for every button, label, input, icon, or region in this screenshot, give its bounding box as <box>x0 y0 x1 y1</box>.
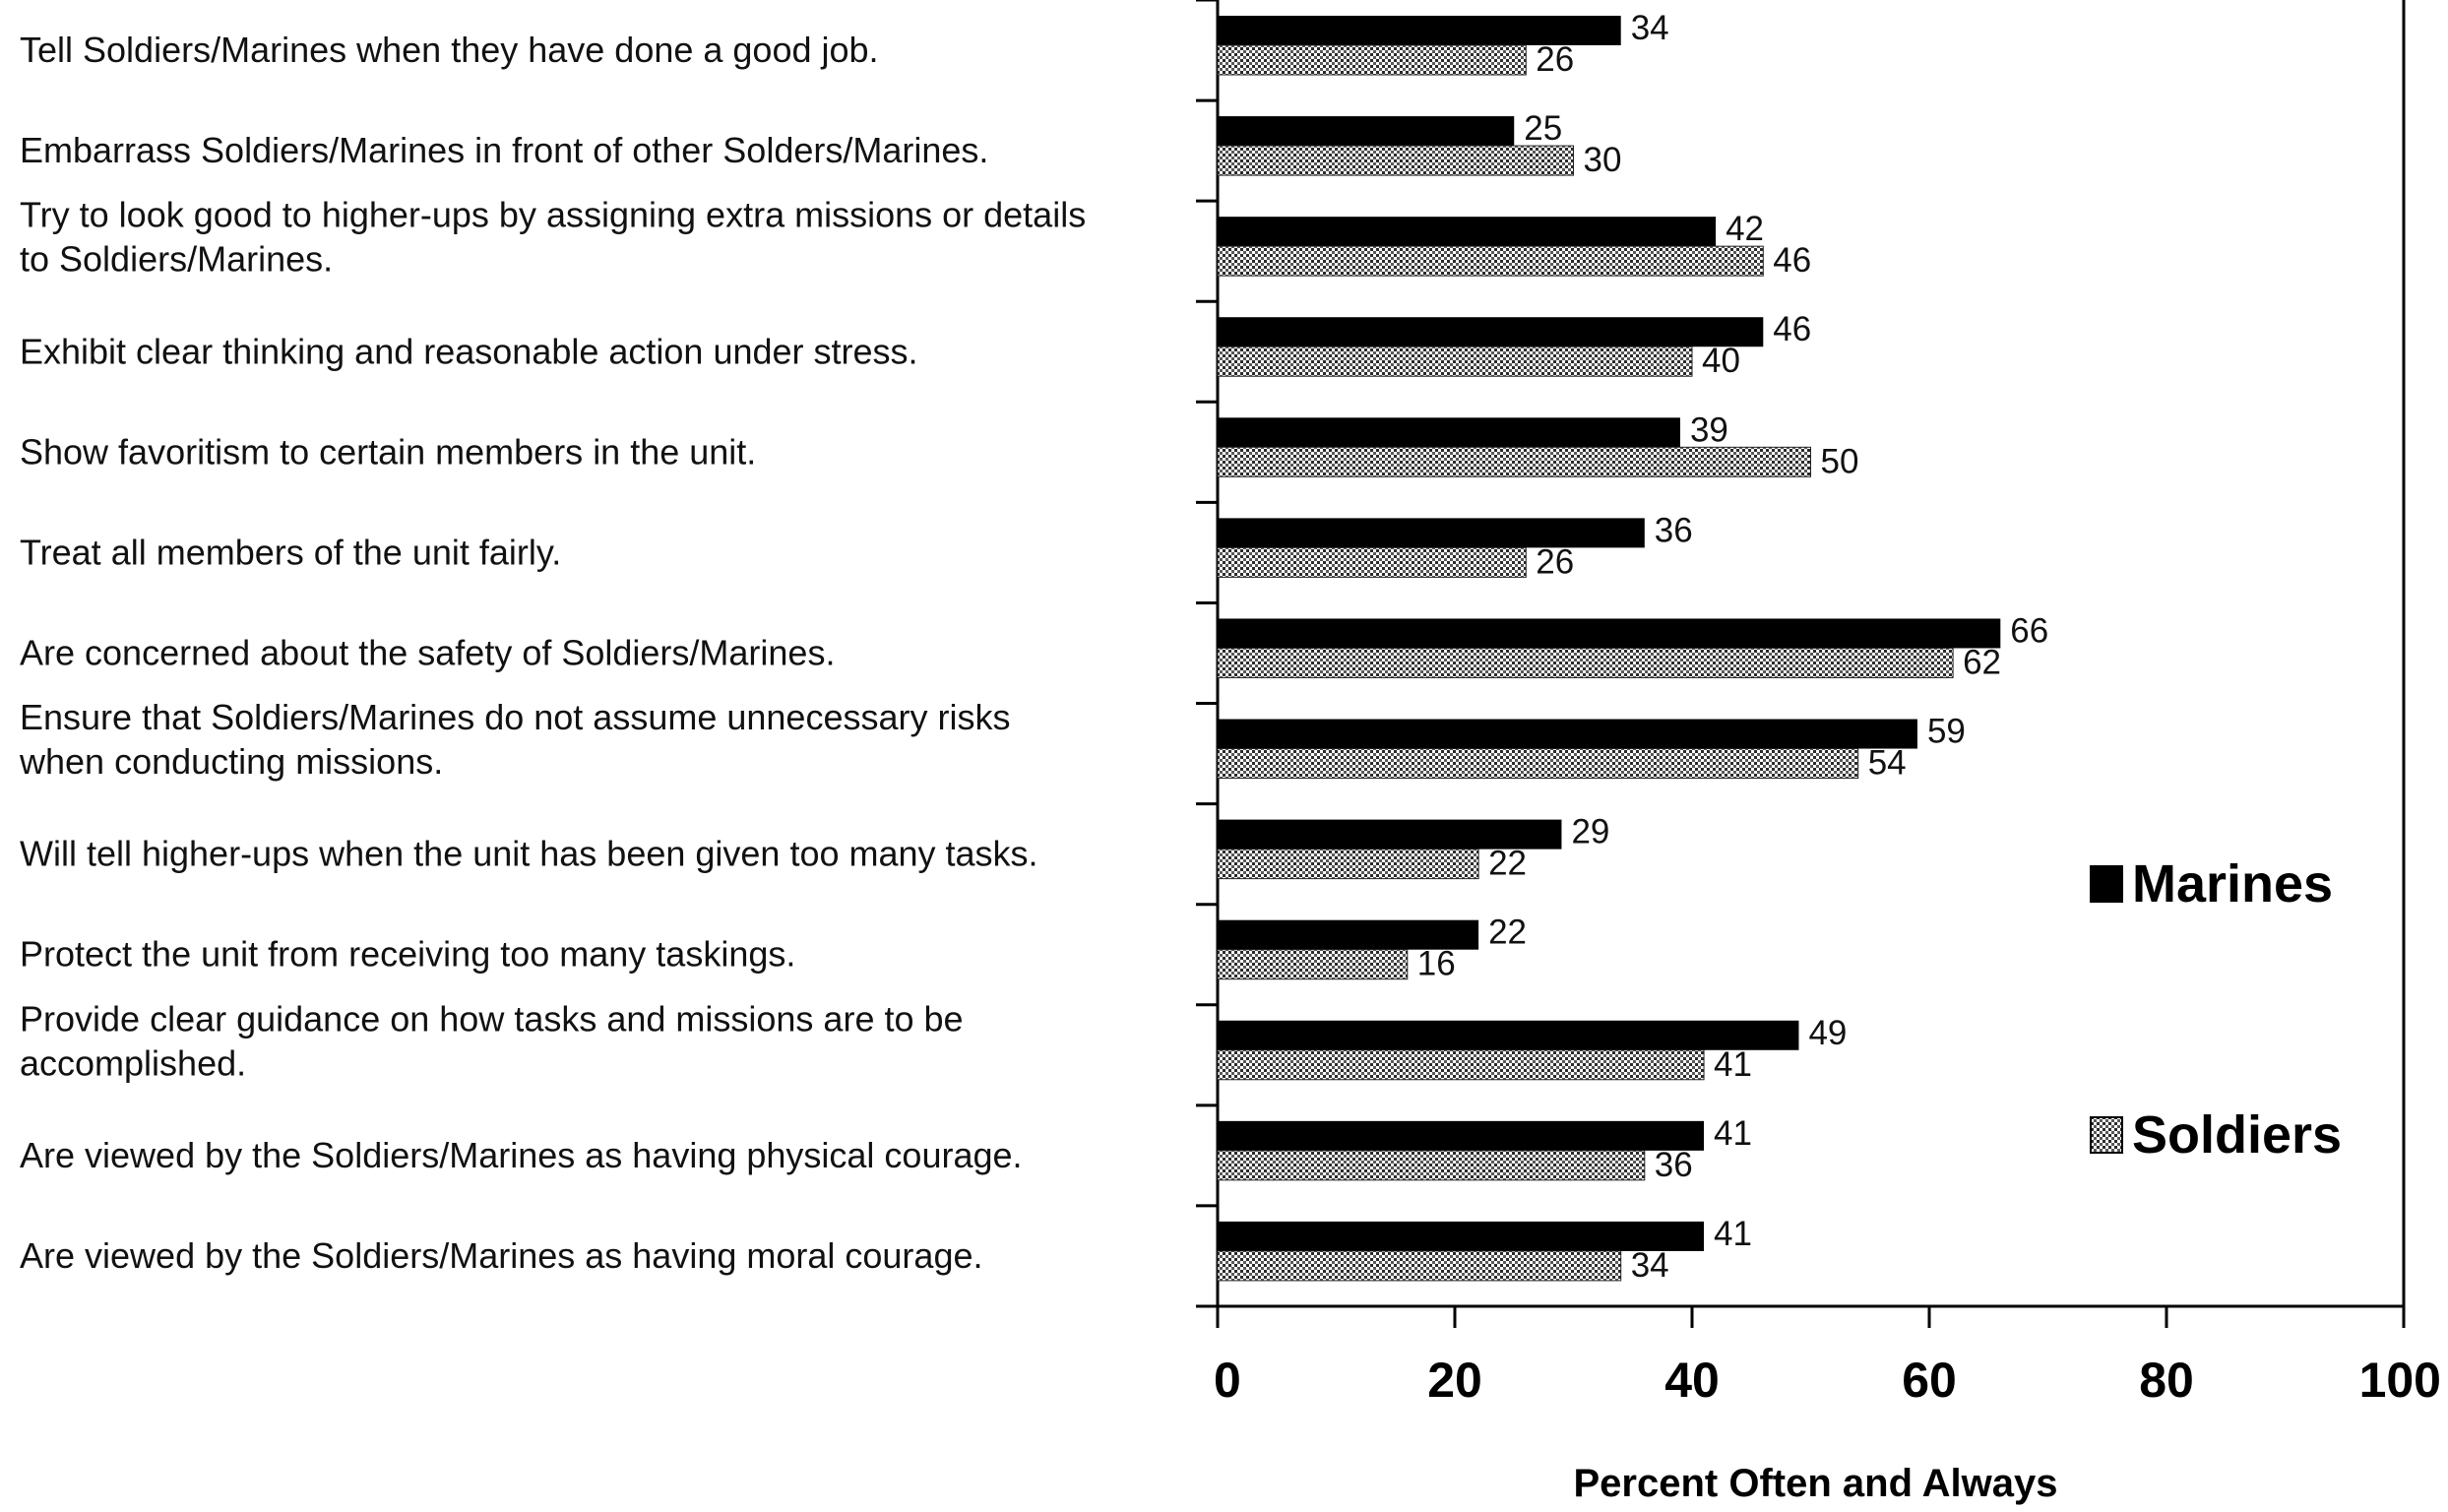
legend-swatch-soldiers <box>2090 1116 2123 1154</box>
value-label-marines: 25 <box>1524 109 1562 148</box>
x-tick-label: 0 <box>1214 1353 1241 1408</box>
category-label: Will tell higher-ups when the unit has b… <box>20 834 1038 874</box>
category-label: Exhibit clear thinking and reasonable ac… <box>20 331 918 371</box>
value-label-marines: 22 <box>1488 914 1527 952</box>
category-label: Provide clear guidance on how tasks and … <box>20 998 964 1039</box>
value-label-marines: 39 <box>1690 410 1728 449</box>
category-label: Protect the unit from receiving too many… <box>20 934 795 975</box>
category-label: Show favoritism to certain members in th… <box>20 431 756 472</box>
legend-label-marines: Marines <box>2132 854 2333 914</box>
value-label-soldiers: 26 <box>1536 40 1574 79</box>
value-label-marines: 29 <box>1571 813 1609 851</box>
bar-soldiers <box>1217 44 1527 76</box>
value-label-marines: 46 <box>1773 310 1811 348</box>
bar-soldiers <box>1217 1150 1646 1181</box>
bar-soldiers <box>1217 245 1764 277</box>
bar-soldiers <box>1217 446 1811 477</box>
bar-soldiers <box>1217 1250 1622 1282</box>
category-label: Embarrass Soldiers/Marines in front of o… <box>20 130 988 170</box>
category-label: accomplished. <box>20 1042 246 1083</box>
value-label-soldiers: 26 <box>1536 542 1574 581</box>
bar-marines <box>1218 417 1680 448</box>
bar-marines <box>1218 919 1479 950</box>
x-axis-title: Percent Often and Always <box>1574 1462 2058 1505</box>
category-label: Ensure that Soldiers/Marines do not assu… <box>20 697 1010 737</box>
bar-marines <box>1218 819 1562 850</box>
category-label: when conducting missions. <box>19 741 443 782</box>
bar-soldiers <box>1217 346 1693 377</box>
legend-swatch-marines <box>2090 865 2123 903</box>
value-label-marines: 41 <box>1714 1215 1752 1253</box>
bar-marines <box>1218 116 1515 147</box>
x-tick-label: 40 <box>1664 1353 1720 1408</box>
bar-marines <box>1218 1120 1705 1151</box>
x-tick-label: 20 <box>1427 1353 1482 1408</box>
bar-marines <box>1218 16 1621 45</box>
bar-marines <box>1218 518 1645 548</box>
bar-marines <box>1218 217 1717 247</box>
bar-soldiers <box>1217 546 1527 578</box>
value-label-soldiers: 62 <box>1963 643 2001 681</box>
bar-marines <box>1218 1020 1799 1050</box>
bar-marines <box>1218 618 2001 649</box>
value-label-soldiers: 50 <box>1821 442 1859 480</box>
value-label-marines: 59 <box>1927 713 1966 751</box>
value-label-soldiers: 41 <box>1714 1045 1752 1084</box>
x-tick-label: 100 <box>2359 1353 2441 1408</box>
category-label: Are concerned about the safety of Soldie… <box>20 633 835 673</box>
category-label: Try to look good to higher-ups by assign… <box>20 195 1086 235</box>
value-label-marines: 66 <box>2010 611 2048 650</box>
value-label-soldiers: 34 <box>1631 1246 1669 1285</box>
bar-soldiers <box>1217 1049 1705 1081</box>
bar-soldiers <box>1217 145 1574 176</box>
bar-marines <box>1218 317 1764 347</box>
value-label-soldiers: 30 <box>1584 141 1622 179</box>
value-label-marines: 34 <box>1631 9 1669 47</box>
value-label-soldiers: 46 <box>1773 241 1811 280</box>
category-label: Tell Soldiers/Marines when they have don… <box>20 30 879 70</box>
category-label: Are viewed by the Soldiers/Marines as ha… <box>20 1235 983 1276</box>
bar-marines <box>1218 719 1917 749</box>
value-label-marines: 36 <box>1655 511 1693 549</box>
x-tick-label: 60 <box>1902 1353 1957 1408</box>
bar-marines <box>1218 1221 1705 1251</box>
value-label-soldiers: 22 <box>1488 845 1527 883</box>
value-label-soldiers: 54 <box>1868 744 1907 783</box>
bar-soldiers <box>1217 849 1479 880</box>
bar-soldiers <box>1217 748 1859 780</box>
x-tick-label: 80 <box>2139 1353 2194 1408</box>
category-label: Are viewed by the Soldiers/Marines as ha… <box>20 1135 1023 1175</box>
value-label-soldiers: 36 <box>1655 1146 1693 1184</box>
legend-label-soldiers: Soldiers <box>2132 1105 2342 1165</box>
value-label-soldiers: 40 <box>1702 342 1740 380</box>
value-label-soldiers: 16 <box>1417 945 1456 983</box>
bar-soldiers <box>1217 647 1954 678</box>
category-label: Treat all members of the unit fairly. <box>20 532 561 572</box>
value-label-marines: 42 <box>1726 210 1764 248</box>
value-label-marines: 49 <box>1808 1014 1847 1052</box>
value-label-marines: 41 <box>1714 1114 1752 1153</box>
category-label: to Soldiers/Marines. <box>20 239 333 280</box>
bar-soldiers <box>1217 949 1409 980</box>
